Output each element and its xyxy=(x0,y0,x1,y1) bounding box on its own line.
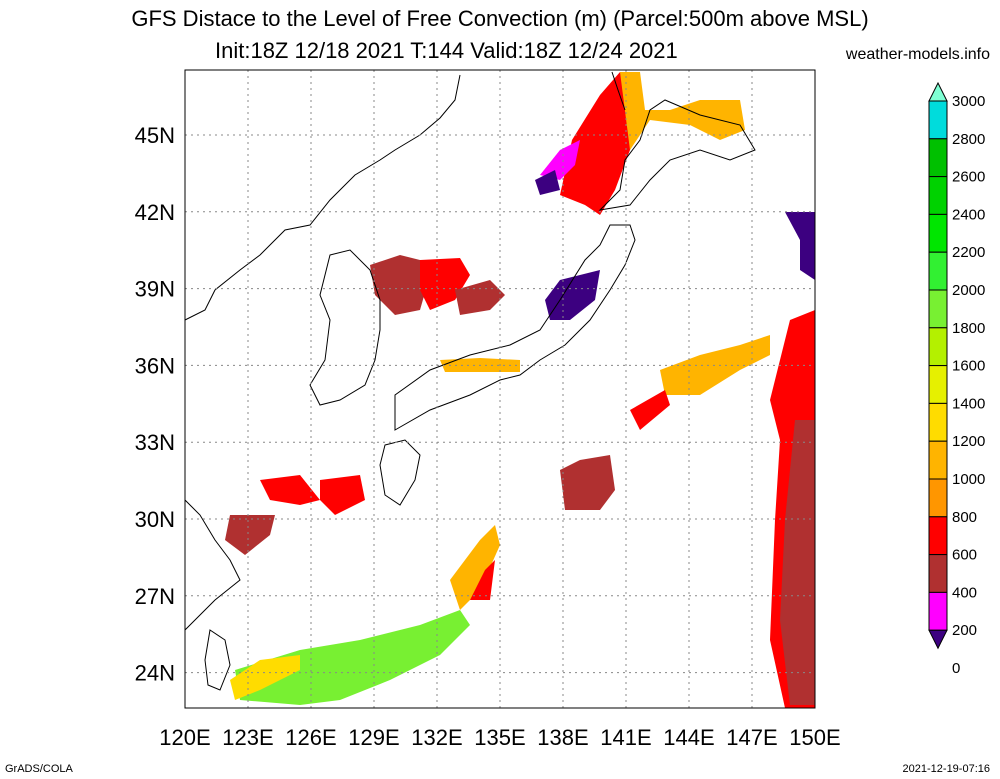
colorbar-top-arrow xyxy=(928,81,948,102)
colorbar-label: 3000 xyxy=(952,93,985,110)
colorbar-label: 1800 xyxy=(952,320,985,337)
colorbar-label: 1000 xyxy=(952,471,985,488)
colorbar-label: 800 xyxy=(952,509,977,526)
lon-tick-label: 129E xyxy=(348,725,399,750)
colorbar-segment xyxy=(928,440,948,480)
lon-tick-label: 144E xyxy=(663,725,714,750)
lat-tick-label: 30N xyxy=(135,507,175,532)
lon-tick-label: 123E xyxy=(222,725,273,750)
colorbar-bottom-arrow xyxy=(928,629,948,650)
field-ryukyu-red xyxy=(470,560,495,600)
colorbar-label: 1400 xyxy=(952,395,985,412)
field-hokkaido-orange xyxy=(620,72,745,150)
field-hokkaido-red xyxy=(560,72,640,215)
lat-tick-label: 24N xyxy=(135,661,175,686)
lat-tick-label: 36N xyxy=(135,353,175,378)
field-pacific-red-strip xyxy=(630,390,670,430)
axis-ticks: 120E 123E 126E 129E 132E 135E 138E 141E 144E 147E… xyxy=(135,123,841,750)
coast-hokkaido xyxy=(598,99,756,211)
colorbar: 3000280026002400220020001800160014001200… xyxy=(928,81,985,677)
colorbar-segment xyxy=(928,138,948,178)
lat-tick-label: 27N xyxy=(135,584,175,609)
coast-sakhalin xyxy=(611,71,626,111)
coast-kyushu xyxy=(379,439,421,506)
convection-field xyxy=(225,72,815,708)
site-label: weather-models.info xyxy=(845,46,990,63)
colorbar-label: 2200 xyxy=(952,244,985,261)
colorbar-segment xyxy=(928,289,948,329)
colorbar-segment xyxy=(928,100,948,140)
field-hokkaido-purple xyxy=(535,170,560,195)
colorbar-segment xyxy=(928,327,948,367)
footer-right-label: 2021-12-19-07:16 xyxy=(902,763,990,775)
lat-tick-label: 39N xyxy=(135,277,175,302)
lon-tick-label: 120E xyxy=(159,725,210,750)
coast-taiwan xyxy=(204,629,231,691)
lat-tick-label: 45N xyxy=(135,123,175,148)
field-east-edge-brown xyxy=(780,420,815,705)
field-hokkaido-magenta xyxy=(540,140,580,180)
colorbar-segment xyxy=(928,478,948,518)
footer-left-label: GrADS/COLA xyxy=(5,763,73,775)
lon-tick-label: 150E xyxy=(789,725,840,750)
field-sea-japan-2 xyxy=(420,258,470,310)
lon-tick-label: 135E xyxy=(474,725,525,750)
field-ecs-red xyxy=(260,475,320,505)
field-ecs-brown xyxy=(225,515,275,555)
field-east-edge-purple xyxy=(785,212,815,280)
colorbar-segment xyxy=(928,591,948,631)
lon-tick-label: 126E xyxy=(285,725,336,750)
colorbar-label: 600 xyxy=(952,547,977,564)
colorbar-segment xyxy=(928,365,948,404)
coast-china-south xyxy=(184,499,241,631)
lon-tick-label: 141E xyxy=(600,725,651,750)
colorbar-label: 1600 xyxy=(952,358,985,375)
colorbar-segment xyxy=(928,402,948,442)
lat-tick-label: 33N xyxy=(135,430,175,455)
lat-tick-label: 42N xyxy=(135,200,175,225)
map-subtitle: Init:18Z 12/18 2021 T:144 Valid:18Z 12/2… xyxy=(215,38,678,63)
field-sea-japan-1 xyxy=(370,255,430,315)
lon-tick-label: 147E xyxy=(726,725,777,750)
field-ryukyu-orange xyxy=(450,525,500,610)
field-ecs-red2 xyxy=(320,475,365,515)
field-ryukyu-green xyxy=(235,610,470,705)
colorbar-segment xyxy=(928,516,948,556)
map-frame xyxy=(184,69,816,709)
colorbar-label: 1200 xyxy=(952,433,985,450)
coast-china-korea xyxy=(184,74,461,321)
field-sea-japan-purple xyxy=(545,270,600,320)
coast-korea xyxy=(309,249,381,406)
colorbar-label: 2800 xyxy=(952,131,985,148)
colorbar-segment xyxy=(928,251,948,291)
colorbar-label: 2400 xyxy=(952,206,985,223)
map-grid xyxy=(185,70,815,708)
colorbar-segment xyxy=(928,554,948,593)
colorbar-label: 200 xyxy=(952,622,977,639)
lon-tick-label: 138E xyxy=(537,725,588,750)
colorbar-segment xyxy=(928,176,948,215)
colorbar-label: 400 xyxy=(952,584,977,601)
colorbar-label: 2600 xyxy=(952,169,985,186)
map-title: GFS Distace to the Level of Free Convect… xyxy=(131,6,869,31)
colorbar-segment xyxy=(928,213,948,253)
coast-honshu xyxy=(394,224,636,431)
lon-tick-label: 132E xyxy=(411,725,462,750)
field-south-brown xyxy=(560,455,615,510)
colorbar-label: 2000 xyxy=(952,282,985,299)
colorbar-label: 0 xyxy=(952,660,960,677)
